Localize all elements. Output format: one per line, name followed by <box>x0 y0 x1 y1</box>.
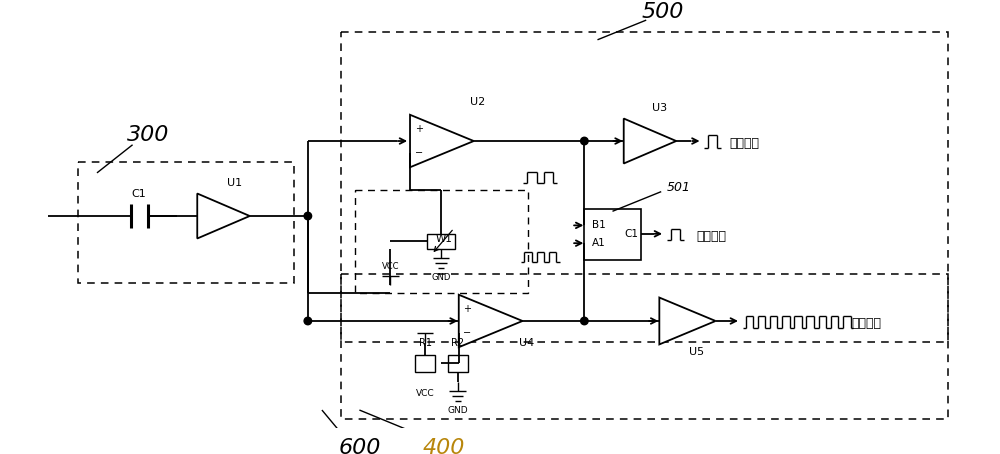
Text: VCC: VCC <box>416 390 434 399</box>
Text: B1: B1 <box>592 220 606 230</box>
Text: 高齿信号: 高齿信号 <box>697 230 727 243</box>
Text: +: + <box>415 124 423 134</box>
Bar <box>341 32 948 341</box>
Text: 500: 500 <box>642 2 684 22</box>
Text: C1: C1 <box>132 189 147 199</box>
Text: U2: U2 <box>470 97 485 107</box>
Circle shape <box>304 212 312 220</box>
Text: C1: C1 <box>625 229 639 239</box>
Text: U1: U1 <box>227 178 242 188</box>
Text: 转速信号: 转速信号 <box>851 317 881 331</box>
Bar <box>78 162 294 283</box>
Polygon shape <box>197 193 250 238</box>
Polygon shape <box>624 118 676 163</box>
Polygon shape <box>410 115 474 167</box>
Circle shape <box>581 137 588 145</box>
Text: 501: 501 <box>667 182 691 194</box>
Bar <box>427 234 455 249</box>
Text: GND: GND <box>431 273 451 282</box>
Text: W1: W1 <box>435 234 452 244</box>
Text: −: − <box>463 328 472 338</box>
Text: +: + <box>463 304 471 314</box>
Text: U3: U3 <box>652 103 667 113</box>
Bar <box>341 274 948 419</box>
Text: 低齿信号: 低齿信号 <box>730 137 760 150</box>
Text: U4: U4 <box>519 338 534 348</box>
Text: R1: R1 <box>419 338 432 348</box>
Text: 400: 400 <box>423 438 465 454</box>
Bar <box>448 355 468 371</box>
Circle shape <box>304 317 312 325</box>
Bar <box>584 208 641 260</box>
Text: VCC: VCC <box>382 262 399 271</box>
Polygon shape <box>459 295 522 347</box>
Text: 600: 600 <box>338 438 381 454</box>
Text: A1: A1 <box>592 238 606 248</box>
Text: −: − <box>415 148 423 158</box>
Polygon shape <box>659 297 716 345</box>
Bar <box>415 355 435 371</box>
Bar <box>355 190 528 293</box>
Circle shape <box>581 317 588 325</box>
Text: 300: 300 <box>127 125 170 145</box>
Text: R2: R2 <box>451 338 464 348</box>
Text: GND: GND <box>448 406 468 415</box>
Text: U5: U5 <box>689 347 704 357</box>
